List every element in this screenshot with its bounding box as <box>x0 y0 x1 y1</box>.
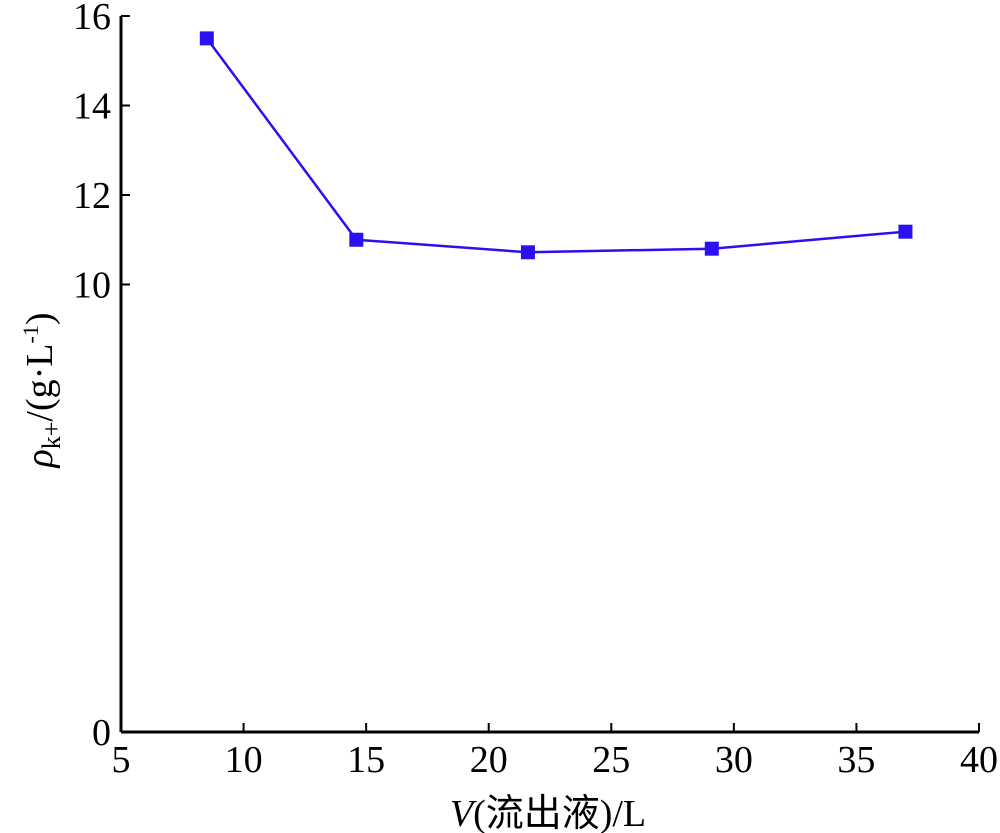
y-axis-label-sub: k+ <box>37 422 66 450</box>
y-axis-label-sup: -1 <box>18 325 43 343</box>
data-point-marker <box>898 224 913 239</box>
y-tick-label: 0 <box>92 712 111 754</box>
data-point-marker <box>349 232 364 247</box>
x-axis-label-var: V <box>450 793 477 833</box>
y-tick-label: 12 <box>73 175 111 217</box>
data-point-marker <box>520 245 535 260</box>
series-line <box>205 37 906 254</box>
x-axis-label: V(流出液)/L <box>450 793 646 833</box>
tick-labels: 5 10 15 20 25 30 35 40 0 10 12 14 16 <box>73 0 998 781</box>
data-series <box>199 31 913 260</box>
x-tick-label: 15 <box>347 739 385 781</box>
data-point-marker <box>704 241 719 256</box>
data-point-marker <box>199 31 214 46</box>
y-axis-label-var: ρ <box>19 449 61 468</box>
x-tick-label: 25 <box>592 739 630 781</box>
y-axis-label-close: ) <box>19 313 61 326</box>
y-tick-label: 10 <box>73 265 111 307</box>
x-tick-label: 35 <box>837 739 875 781</box>
y-axis-label: ρk+/(g·L-1) <box>18 313 66 469</box>
x-tick-label: 40 <box>960 739 998 781</box>
y-tick-label: 14 <box>73 86 111 128</box>
y-tick-label: 16 <box>73 0 111 38</box>
x-tick-label: 10 <box>225 739 263 781</box>
tick-marks <box>120 15 980 733</box>
x-tick-label: 5 <box>112 739 131 781</box>
x-tick-label: 30 <box>715 739 753 781</box>
x-tick-label: 20 <box>470 739 508 781</box>
y-axis-label-rest: /(g·L <box>19 343 61 421</box>
x-axis-label-rest: (流出液)/L <box>473 793 646 833</box>
axes <box>119 16 979 734</box>
